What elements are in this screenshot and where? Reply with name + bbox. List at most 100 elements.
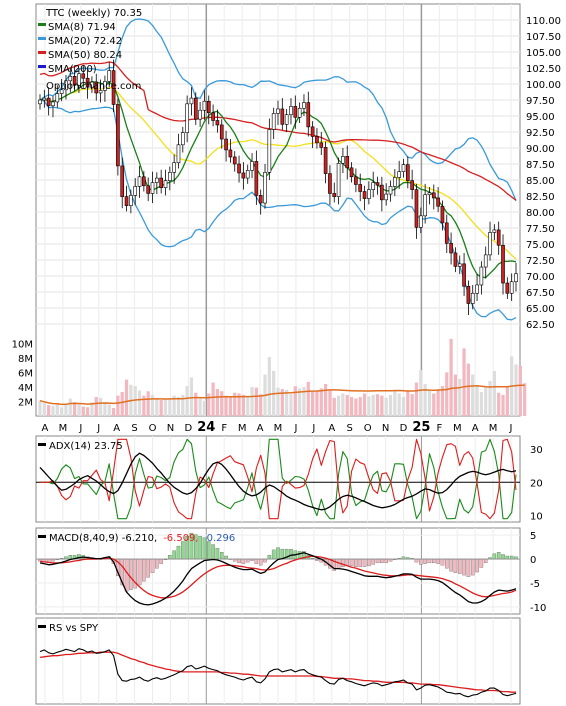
volume-tick-label: 4M [18, 383, 33, 394]
legend-swatch-sma20 [38, 37, 46, 40]
rs-grid [44, 618, 512, 704]
rs-lines [39, 648, 517, 698]
volume-bar [332, 397, 336, 416]
x-tick-label: J [78, 423, 82, 434]
candle-body [462, 263, 466, 287]
candle-body [137, 176, 142, 187]
candle-body [505, 282, 510, 294]
candle-body [418, 215, 423, 228]
volume-bar [202, 400, 207, 416]
x-tick-label: O [364, 423, 372, 434]
volume-bar [458, 378, 462, 416]
price-tick-label: 72.50 [526, 256, 555, 267]
rs-legend-swatch [38, 625, 46, 628]
macd-histogram-bar [453, 558, 458, 573]
candle-body [362, 191, 367, 199]
bollinger-upper-line [39, 18, 517, 201]
macd-histogram-bar [414, 558, 419, 563]
x-tick-label: A [257, 423, 264, 434]
candle-body [410, 180, 414, 190]
legend-sma200: SMA(200) [48, 64, 97, 75]
volume-bar [280, 389, 284, 416]
candle-body [68, 76, 73, 82]
volume-bar [185, 386, 189, 416]
candle-body [159, 177, 163, 188]
candle-body [77, 73, 81, 86]
candle-body [427, 192, 432, 196]
price-tick-label: 85.00 [526, 176, 555, 187]
candle-body [457, 263, 462, 267]
macd-line [39, 552, 517, 606]
price-tick-label: 92.50 [526, 128, 555, 139]
candle-body [103, 81, 107, 91]
volume-bar [94, 397, 98, 416]
x-tick-label: A [472, 423, 479, 434]
volume-bar [60, 407, 64, 416]
x-tick-label: M [274, 423, 283, 434]
volume-bar [233, 392, 237, 416]
x-tick-label: S [131, 423, 137, 434]
candle-body [341, 156, 345, 164]
volume-bar [176, 397, 181, 416]
volume-bar [393, 389, 397, 416]
candle-body [431, 192, 436, 199]
legend-sma8: SMA(8) 71.94 [48, 22, 116, 33]
macd-tick-label: 5 [530, 531, 536, 542]
volume-bar [276, 387, 280, 416]
volume-bar [497, 392, 501, 416]
volume-bar [254, 387, 258, 416]
candle-body [315, 136, 319, 144]
rs-line [39, 648, 517, 698]
macd-legend-swatch [38, 535, 46, 538]
candle-body [414, 189, 419, 228]
volume-bar [328, 389, 332, 416]
volume-bar [64, 403, 68, 416]
candle-body [180, 132, 185, 146]
volume-bar [77, 404, 81, 416]
candle-body [232, 156, 237, 165]
candle-body [354, 176, 358, 185]
macd-histogram-bar [505, 555, 510, 560]
volume-bar [384, 397, 388, 416]
candle-body [501, 244, 505, 284]
candle-body [116, 104, 120, 167]
candle-body [436, 197, 440, 207]
volume-bar [289, 394, 293, 416]
candle-body [163, 180, 168, 188]
candle-body [475, 284, 479, 294]
legend-swatch-sma8 [38, 23, 46, 26]
volume-bar [211, 382, 215, 416]
volume-bar [224, 395, 228, 416]
x-tick-label: A [42, 423, 49, 434]
candle-body [297, 108, 302, 118]
candle-body [306, 102, 311, 128]
volume-bar [215, 389, 220, 416]
volume-bar [55, 404, 59, 416]
volume-bar [81, 406, 85, 416]
candle-body [185, 103, 189, 133]
macd-histogram-bar [432, 558, 436, 564]
candle-body [488, 232, 492, 256]
x-tick-label: 24 [197, 420, 215, 435]
volume-tick-label: 6M [18, 368, 33, 379]
volume-bar [155, 397, 159, 416]
candle-body [449, 243, 453, 254]
candle-body [254, 161, 259, 196]
volume-axis: 2M 4M 6M 8M 10M [12, 339, 33, 408]
candle-body [375, 182, 380, 186]
volume-bar [449, 338, 453, 416]
candle-body [336, 163, 341, 197]
macd-histogram-bar [457, 558, 462, 574]
macd-histogram-bar [254, 558, 259, 564]
candle-body [280, 108, 285, 125]
macd-value: MACD(8,40,9) -6.210, [49, 533, 157, 544]
adx-axis: 10 20 30 [530, 445, 543, 522]
volume-bar [142, 395, 146, 416]
macd-histogram-bar [276, 547, 280, 560]
volume-bar [181, 394, 185, 416]
price-tick-label: 95.00 [526, 112, 555, 123]
volume-bar [72, 402, 77, 416]
volume-bar [414, 382, 419, 416]
volume-bar [445, 372, 449, 416]
volume-bar [367, 396, 371, 416]
